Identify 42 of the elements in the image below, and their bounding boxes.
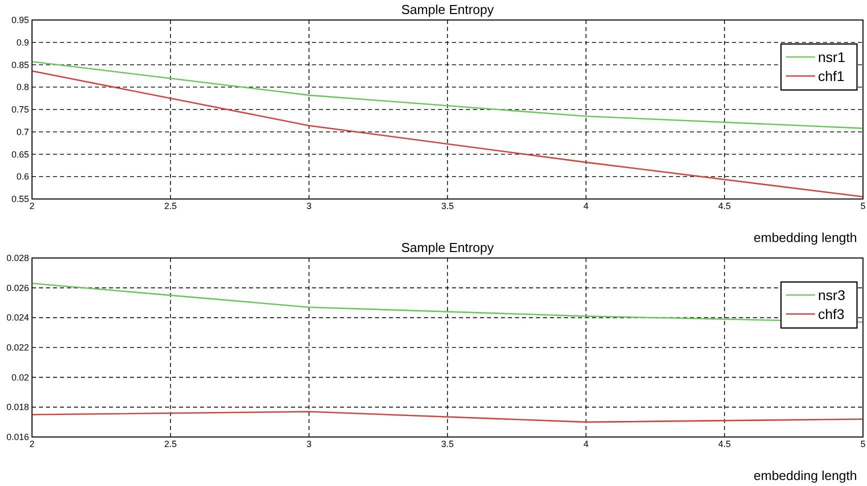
- y-tick-label: 0.75: [11, 104, 29, 114]
- y-tick-label: 0.022: [6, 342, 29, 352]
- y-tick-label: 0.6: [16, 172, 29, 182]
- y-tick-label: 0.8: [16, 82, 29, 92]
- y-tick-label: 0.016: [6, 432, 29, 442]
- line-series: [31, 70, 864, 198]
- y-tick-label: 0.026: [6, 282, 29, 293]
- chart-title: Sample Entropy: [401, 2, 494, 17]
- x-tick-label: 4: [583, 439, 589, 449]
- y-tick-label: 0.65: [11, 149, 29, 160]
- x-tick-label: 4: [583, 201, 589, 211]
- y-tick-label: 0.95: [11, 15, 29, 25]
- line-series: [31, 282, 864, 323]
- y-tick-label: 0.02: [11, 372, 29, 382]
- y-tick-label: 0.024: [6, 312, 29, 323]
- x-tick-label: 4.5: [718, 439, 731, 449]
- line-series: [31, 410, 864, 423]
- y-tick-label: 0.028: [6, 253, 29, 263]
- legend-label: chf3: [818, 306, 845, 322]
- x-tick-label: 2: [29, 201, 35, 211]
- y-tick-label: 0.018: [6, 402, 29, 412]
- x-tick-label: 5: [860, 201, 866, 211]
- x-tick-label: 2.5: [164, 201, 177, 211]
- y-tick-label: 0.55: [11, 194, 29, 204]
- y-tick-label: 0.9: [16, 37, 29, 48]
- x-tick-label: 3.5: [441, 439, 454, 449]
- x-axis-title: embedding length: [754, 468, 857, 483]
- x-tick-label: 3: [306, 439, 312, 449]
- x-axis-title: embedding length: [754, 230, 857, 245]
- y-tick-label: 0.7: [16, 126, 29, 137]
- x-tick-label: 2: [29, 439, 35, 449]
- chart-title: Sample Entropy: [401, 240, 494, 255]
- legend-label: nsr3: [818, 287, 846, 303]
- x-tick-label: 3: [306, 201, 312, 211]
- x-tick-label: 3.5: [441, 201, 454, 211]
- x-tick-label: 4.5: [718, 201, 731, 211]
- x-tick-label: 5: [860, 439, 866, 449]
- legend-label: chf1: [818, 68, 845, 84]
- x-tick-label: 2.5: [164, 439, 177, 449]
- line-series: [31, 60, 864, 129]
- y-tick-label: 0.85: [11, 60, 29, 70]
- legend-label: nsr1: [818, 49, 846, 65]
